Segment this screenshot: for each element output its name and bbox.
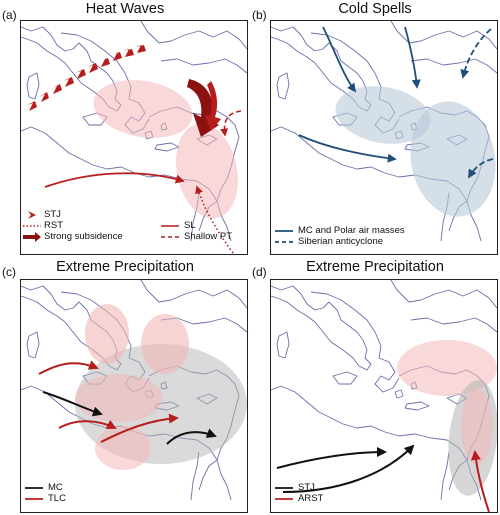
heat-region-aegean [93, 80, 193, 138]
stj-arrow-1 [276, 447, 387, 469]
legend-swatch-mc [25, 487, 43, 489]
legend-swatch-stj [28, 211, 36, 219]
legend-label-siberian: Siberian anticyclone [298, 236, 384, 247]
precip-region-ionian [75, 374, 163, 422]
legend-swatch-mc-polar [275, 230, 293, 232]
precip-region-balkans [141, 314, 189, 374]
legend-label-mc: MC [48, 482, 63, 493]
stj-chevrons [27, 45, 146, 111]
panel-title: Heat Waves [85, 1, 165, 17]
legend-label-strong-subsidence: Strong subsidence [44, 231, 123, 242]
polar-arrow-2 [404, 26, 421, 89]
panel-title: Extreme Precipitation [56, 259, 194, 275]
panel-extreme-precipitation-d: Extreme Precipitation (d) STJ ARST [250, 257, 500, 515]
precip-region-italy [85, 304, 129, 364]
legend-swatch-sl [161, 225, 179, 227]
panel-label: (a) [2, 8, 17, 22]
map-frame [20, 279, 248, 513]
cold-region-aegean [335, 86, 431, 144]
legend-label-shallow-pt: Shallow PT [184, 231, 233, 242]
legend-label-stj: STJ [298, 482, 315, 493]
strong-subsidence-arrow-2 [205, 81, 221, 131]
mc-arrow-2 [166, 428, 217, 445]
legend-swatch-strong-subsidence [23, 232, 41, 242]
panel-label: (b) [252, 8, 267, 22]
map-frame [270, 20, 498, 255]
tlc-arrow-2 [58, 419, 117, 429]
stj-arrow-2 [282, 444, 415, 493]
map-frame [270, 279, 498, 513]
panel-label: (c) [2, 265, 16, 279]
map-frame [20, 20, 248, 255]
heat-region-levant [176, 123, 238, 219]
legend-swatch-tlc [25, 498, 43, 500]
tlc-arrow-1 [38, 360, 99, 375]
mc-arrow-1 [42, 391, 103, 417]
rst-arrow [195, 185, 234, 254]
legend-swatch-shallow-pt [161, 236, 179, 238]
legend-label-sl: SL [184, 220, 196, 231]
shallow-pt-arrow [220, 110, 242, 137]
legend-label-rst: RST [44, 220, 63, 231]
legend-label-arst: ARST [298, 493, 324, 504]
legend-swatch-siberian [275, 241, 293, 243]
panel-title: Extreme Precipitation [306, 259, 444, 275]
legend-label-stj: STJ [44, 209, 61, 220]
precip-region-levant [461, 388, 493, 464]
siberian-arrow-2 [468, 158, 494, 179]
arst-arrow [470, 450, 490, 512]
legend-swatch-stj [275, 487, 293, 489]
panel-heat-waves: Heat Waves (a) [0, 0, 250, 257]
cold-region-levant [410, 101, 496, 217]
panel-title: Cold Spells [338, 1, 412, 17]
legend-label-mc-polar: MC and Polar air masses [298, 225, 405, 236]
panel-extreme-precipitation-c: Extreme Precipitation (c) MC TLC [0, 257, 250, 515]
panel-label: (d) [252, 265, 267, 279]
panel-cold-spells: Cold Spells (b) MC and Polar air masses … [250, 0, 500, 257]
legend-label-tlc: TLC [48, 493, 66, 504]
mc-arrow [298, 134, 397, 163]
polar-arrow-1 [322, 26, 357, 93]
siberian-arrow-1 [460, 28, 492, 79]
legend-swatch-arst [275, 498, 293, 500]
tlc-arrow-3 [100, 413, 179, 443]
sl-arrow [44, 172, 185, 188]
legend-swatch-rst [23, 225, 41, 227]
